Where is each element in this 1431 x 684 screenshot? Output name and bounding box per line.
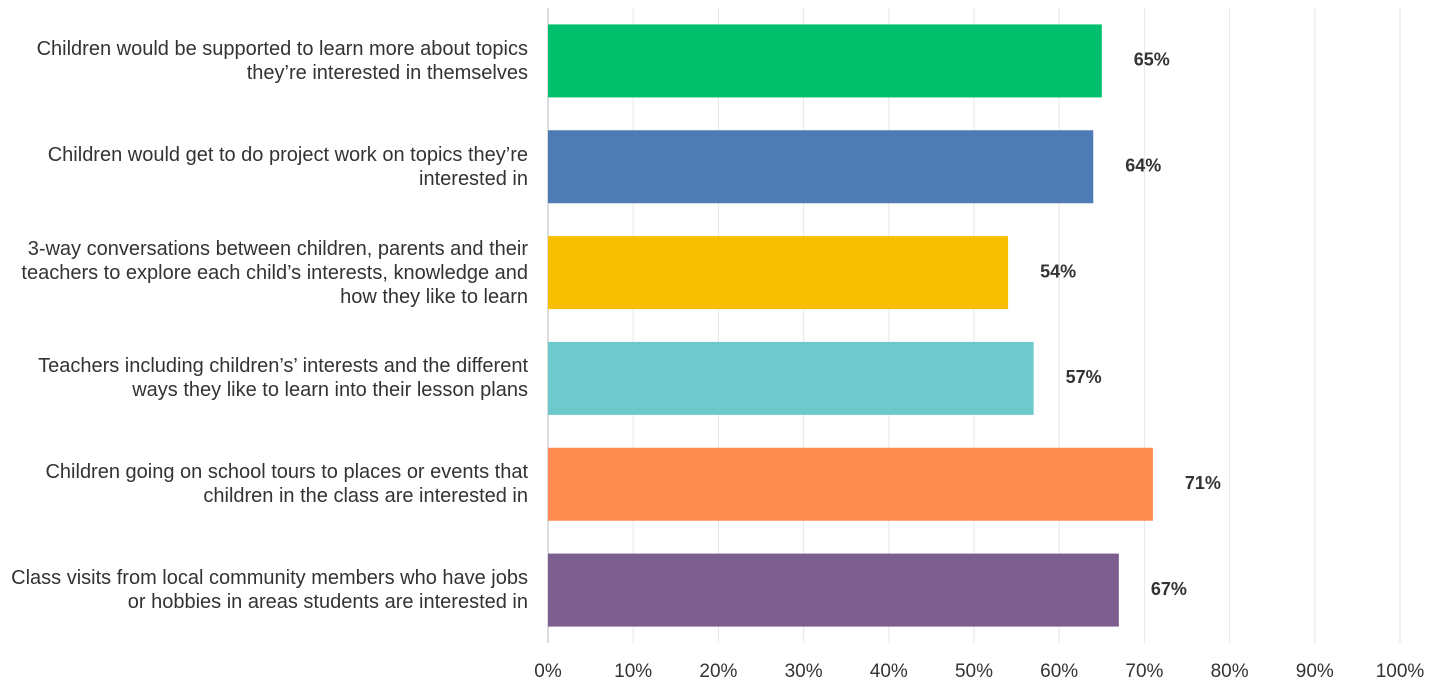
x-tick-label: 70% [1125,661,1163,682]
y-tick-label: Children going on school tours to places… [45,461,528,508]
bar [548,447,1153,521]
y-tick-label: Teachers including children’s’ interests… [38,355,528,402]
x-tick-label: 30% [785,661,823,682]
x-tick-label: 20% [699,661,737,682]
bar [548,341,1034,415]
y-tick-label: Children would be supported to learn mor… [36,37,528,84]
x-tick-label: 60% [1040,661,1078,682]
y-tick-label: Class visits from local community member… [11,567,528,614]
y-tick-label: Children would get to do project work on… [47,143,528,190]
x-tick-label: 10% [614,661,652,682]
bar [548,130,1094,204]
data-label: 67% [1151,579,1187,599]
bar [548,24,1102,98]
x-tick-label: 0% [534,661,562,682]
data-label: 71% [1185,473,1221,493]
bar [548,553,1119,627]
data-label: 57% [1066,367,1102,387]
bar [548,236,1009,310]
data-label: 64% [1125,156,1161,176]
x-tick-label: 90% [1296,661,1334,682]
x-tick-label: 80% [1211,661,1249,682]
data-label: 54% [1040,261,1076,281]
data-label: 65% [1134,50,1170,70]
x-tick-label: 40% [870,661,908,682]
y-tick-label: 3-way conversations between children, pa… [21,237,528,308]
x-tick-label: 100% [1376,661,1425,682]
x-tick-label: 50% [955,661,993,682]
